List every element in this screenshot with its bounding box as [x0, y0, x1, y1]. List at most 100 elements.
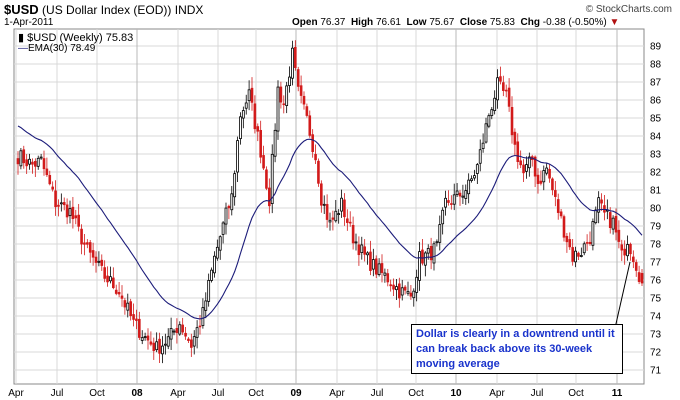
open-value: 76.37	[320, 17, 346, 28]
candle-body	[80, 228, 83, 245]
candle-body	[343, 199, 346, 218]
candle-body	[409, 292, 413, 297]
candle-body	[45, 168, 49, 176]
candle-body	[516, 141, 520, 163]
candle-body	[322, 203, 326, 206]
candle-body	[100, 259, 104, 266]
candle-body	[588, 241, 592, 244]
candle-body	[392, 284, 395, 290]
legend-price-label: $USD (Weekly) 75.83	[27, 32, 134, 44]
y-tick-label: 76	[650, 276, 662, 287]
candle-body	[62, 202, 66, 206]
symbol: $USD	[4, 2, 39, 17]
candle-body	[614, 216, 618, 233]
candle-body	[634, 262, 638, 271]
candle-body	[502, 82, 505, 91]
x-tick-label: 09	[290, 388, 302, 399]
candle-body	[441, 209, 445, 225]
close-value: 75.83	[489, 17, 515, 28]
candle-body	[470, 178, 473, 181]
candlestick-series	[16, 40, 644, 364]
candle-body	[129, 301, 132, 317]
candle-body	[461, 195, 465, 198]
candle-body	[146, 335, 150, 341]
candle-body	[351, 224, 355, 244]
y-tick-label: 75	[650, 294, 662, 305]
ohlc-readout: Open 76.37 High 76.61 Low 75.67 Close 75…	[292, 17, 619, 28]
candle-body	[568, 239, 572, 248]
candle-body	[296, 69, 300, 87]
candle-body	[386, 273, 390, 283]
x-tick-label: Oct	[408, 388, 424, 399]
candle-body	[91, 250, 95, 258]
candle-body	[308, 115, 312, 136]
candle-body	[54, 190, 57, 208]
candle-body	[337, 213, 341, 215]
candle-body	[262, 155, 265, 169]
candle-body	[28, 158, 31, 165]
candle-body	[513, 131, 517, 145]
candle-body	[227, 205, 231, 209]
chg-label: Chg	[520, 17, 540, 28]
candle-body	[548, 168, 551, 179]
candle-body	[632, 256, 635, 263]
x-axis: Apr Jul Oct 08 Apr Jul Oct 09 Apr Jul Oct 10 Apr Jul O…	[8, 388, 623, 399]
candle-body	[65, 204, 69, 218]
candle-body	[302, 95, 306, 105]
candle-body	[556, 199, 560, 213]
candle-body	[109, 276, 112, 282]
candle-body	[282, 103, 286, 106]
candle-body	[421, 249, 424, 264]
y-tick-label: 79	[650, 222, 662, 233]
x-tick-label: Apr	[489, 388, 505, 399]
candle-body	[331, 217, 335, 220]
candle-body	[611, 217, 615, 230]
candle-body	[195, 327, 199, 338]
candle-body	[597, 197, 601, 213]
candle-body	[617, 229, 621, 242]
candle-body	[285, 85, 289, 106]
instrument-name: (US Dollar Index (EOD))	[42, 3, 172, 17]
candle-body	[34, 160, 37, 167]
y-tick-label: 74	[650, 312, 662, 323]
candle-body	[571, 247, 574, 262]
candle-body	[31, 161, 34, 165]
candle-body	[406, 290, 410, 294]
candle-body	[455, 190, 459, 195]
candle-body	[412, 290, 416, 299]
candle-body	[403, 286, 407, 291]
y-tick-label: 83	[650, 150, 662, 161]
candle-body	[591, 221, 595, 246]
candle-body	[244, 102, 248, 109]
candle-body	[94, 256, 98, 263]
candle-body	[190, 339, 193, 348]
candle-body	[288, 76, 291, 86]
candle-body	[19, 150, 23, 167]
candle-body	[519, 160, 522, 166]
candle-body	[499, 76, 502, 82]
candle-body	[334, 210, 338, 222]
candle-body	[268, 187, 271, 207]
x-tick-label: Jul	[51, 388, 64, 399]
candle-body	[539, 180, 543, 184]
candle-body	[637, 272, 641, 282]
candle-body	[259, 129, 262, 158]
candle-body	[594, 209, 598, 224]
candle-body	[395, 286, 398, 291]
candle-body	[369, 251, 372, 271]
candle-body	[140, 337, 144, 341]
watermark: © StockCharts.com	[585, 4, 672, 15]
candle-body	[68, 208, 72, 217]
candle-body	[577, 252, 580, 257]
legend-price: ▮ $USD (Weekly) 75.83	[18, 31, 133, 44]
candle-body	[600, 199, 603, 204]
candle-body	[192, 336, 196, 347]
y-tick-label: 71	[650, 366, 662, 377]
candle-body	[579, 255, 583, 257]
candle-body	[608, 212, 612, 228]
candle-body	[175, 327, 179, 333]
candle-body	[496, 77, 499, 101]
down-arrow-icon: ▼	[609, 17, 620, 28]
candle-body	[161, 345, 164, 355]
candle-body	[527, 156, 531, 169]
